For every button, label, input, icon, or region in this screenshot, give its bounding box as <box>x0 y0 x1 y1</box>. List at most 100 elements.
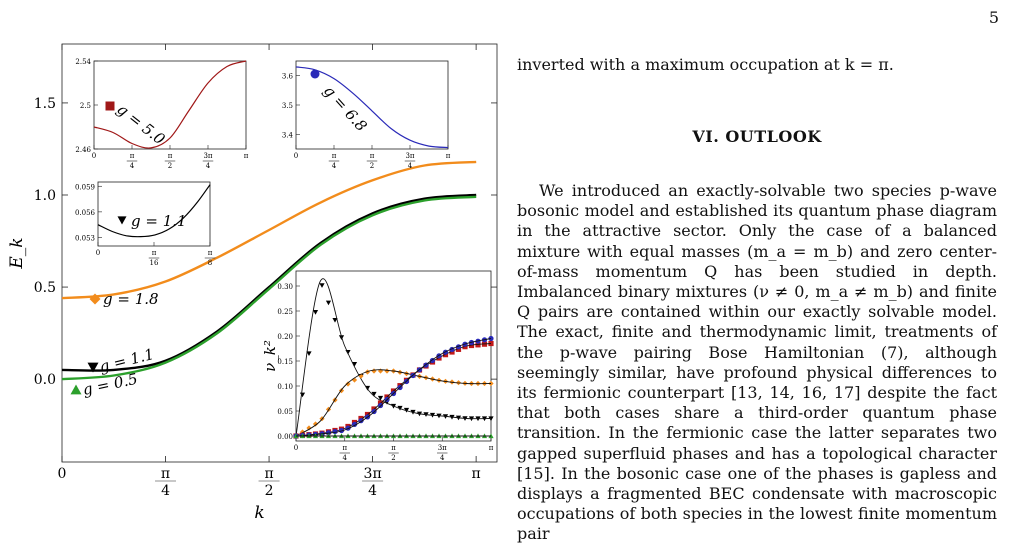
tick-label: 0.30 <box>277 283 293 291</box>
tick-label-denominator: 2 <box>391 454 395 462</box>
tick-label-denominator: 2 <box>370 162 374 170</box>
occupation-marker <box>312 310 319 315</box>
tick-label: π <box>446 152 451 160</box>
tick-label: 0.00 <box>277 433 293 441</box>
series-marker <box>70 384 82 395</box>
y-axis-label: E_k <box>7 237 27 269</box>
tick-label-numerator: 3π <box>203 152 212 160</box>
occupation-curve <box>295 369 492 437</box>
occupation-marker <box>377 395 384 401</box>
occupation-marker <box>306 351 312 356</box>
occupation-marker <box>306 425 312 431</box>
tick-label: π <box>244 152 249 160</box>
occupation-marker <box>351 421 358 427</box>
occupation-marker <box>332 317 338 323</box>
occupation-marker <box>345 381 351 387</box>
tick-label-denominator: 16 <box>150 259 159 267</box>
paragraph-main: We introduced an exactly-solvable two sp… <box>517 181 997 544</box>
tick-label: 2.46 <box>75 146 91 154</box>
tick-label-denominator: 8 <box>208 259 212 267</box>
occupation-marker <box>325 430 332 436</box>
tick-label-numerator: π <box>161 466 170 482</box>
section-heading: VI. OUTLOOK <box>692 127 822 146</box>
inset-occupation: 0.00 0.05 0.10 0.15 0.20 0.25 0.30 0 π 4 π 2 3π 4 π ν_k… <box>261 270 494 462</box>
tick-label: 0.10 <box>277 383 293 391</box>
series-marker <box>89 293 101 305</box>
tick-label: 2.5 <box>80 102 91 110</box>
paragraph-top: inverted with a maximum occupation at k … <box>517 55 894 74</box>
tick-label: 0 <box>96 249 100 257</box>
occupation-marker <box>312 421 319 427</box>
tick-label-numerator: π <box>208 249 213 257</box>
tick-label: 0 <box>294 152 298 160</box>
series-marker <box>87 362 99 373</box>
tick-label: 0.5 <box>34 280 56 296</box>
occupation-marker <box>325 300 332 306</box>
tick-label-numerator: π <box>152 249 157 257</box>
tick-label: 3.5 <box>282 102 293 110</box>
tick-label-denominator: 4 <box>343 454 348 462</box>
tick-label-numerator: π <box>370 152 375 160</box>
tick-label: 0 <box>294 444 298 452</box>
tick-label: 0.053 <box>75 234 95 242</box>
occupation-marker <box>338 427 345 434</box>
x-axis-label: k <box>254 503 264 523</box>
tick-label: 1.5 <box>34 96 56 112</box>
tick-label: 0.15 <box>277 358 293 366</box>
axes-frame <box>93 60 247 150</box>
tick-label: 0.20 <box>277 333 293 341</box>
inset-curve <box>97 184 211 238</box>
inset-marker <box>117 216 127 225</box>
tick-label-numerator: 3π <box>405 152 414 160</box>
inset-curve <box>93 60 247 149</box>
tick-label-denominator: 4 <box>440 454 445 462</box>
tick-label: π <box>472 466 481 482</box>
tick-label-numerator: π <box>342 444 347 452</box>
occupation-marker <box>319 283 325 288</box>
tick-label: 0.05 <box>277 408 293 416</box>
axes-frame <box>295 60 449 150</box>
tick-label-denominator: 4 <box>368 483 377 499</box>
occupation-marker <box>371 391 377 397</box>
tick-label: π <box>489 444 494 452</box>
tick-label: 0.0 <box>34 372 56 388</box>
tick-label-denominator: 4 <box>130 162 135 170</box>
tick-label: 2.54 <box>75 58 91 66</box>
inset-label: g = 1.1 <box>131 212 187 230</box>
series-line <box>61 193 477 372</box>
tick-label: 3.4 <box>282 131 294 139</box>
series-label: g = 1.8 <box>103 290 159 308</box>
occupation-marker <box>384 368 390 374</box>
tick-label: 0.059 <box>75 183 95 191</box>
tick-label: 1.0 <box>34 188 56 204</box>
tick-label-denominator: 4 <box>408 162 413 170</box>
tick-label: 3.6 <box>282 73 294 81</box>
occupation-curve <box>295 338 492 437</box>
occupation-marker <box>475 342 481 348</box>
tick-label-denominator: 2 <box>168 162 172 170</box>
tick-label-denominator: 4 <box>332 162 337 170</box>
occupation-marker <box>351 361 358 367</box>
tick-label-numerator: 3π <box>438 444 447 452</box>
series-line <box>61 160 477 300</box>
tick-label: 0.056 <box>75 209 96 217</box>
tick-label-numerator: π <box>168 152 173 160</box>
tick-label-numerator: π <box>391 444 396 452</box>
tick-label-denominator: 2 <box>265 483 274 499</box>
tick-label: 0.25 <box>277 308 293 316</box>
tick-label-numerator: π <box>332 152 337 160</box>
inset-curve <box>295 66 449 149</box>
inset-marker <box>105 101 115 111</box>
tick-label-numerator: π <box>264 466 273 482</box>
tick-label-numerator: 3π <box>364 466 382 482</box>
series-line <box>61 195 477 381</box>
occupation-curve <box>295 278 492 437</box>
tick-label-numerator: π <box>130 152 135 160</box>
tick-label-denominator: 4 <box>161 483 170 499</box>
inset-marker <box>310 69 320 79</box>
tick-label: 0 <box>58 466 67 482</box>
y-axis-label: ν_k² <box>261 340 279 372</box>
